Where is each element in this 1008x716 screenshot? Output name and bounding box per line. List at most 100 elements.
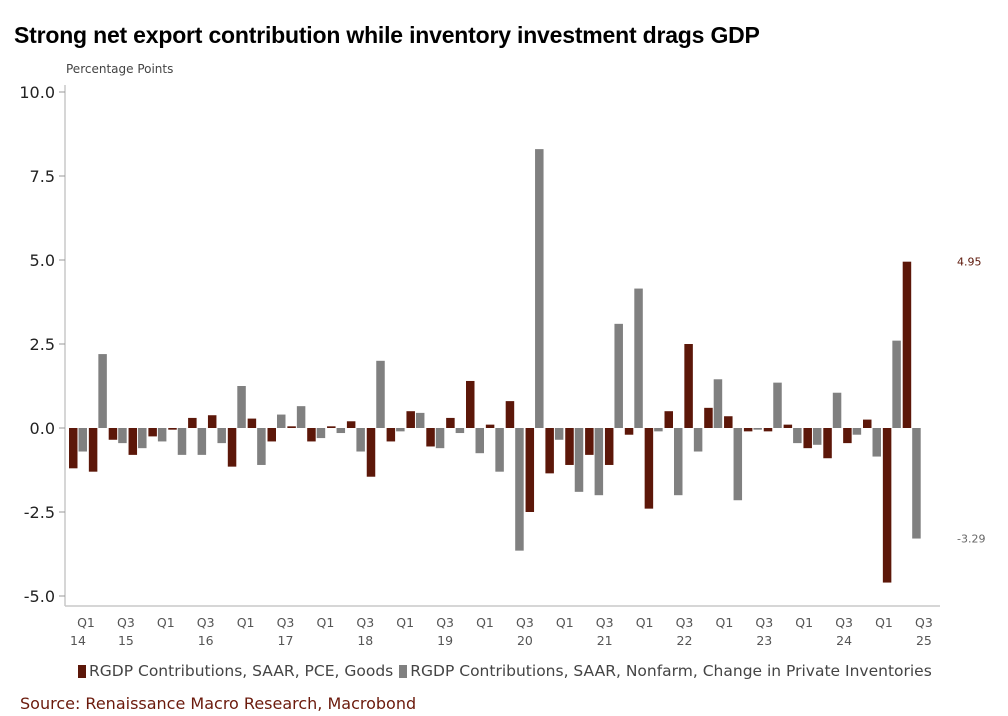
bar-inventories xyxy=(693,428,703,452)
bar-inventories xyxy=(793,428,802,444)
bar-pce-goods xyxy=(108,428,118,440)
bar-inventories xyxy=(753,428,762,430)
bar-pce-goods xyxy=(346,421,356,428)
x-tick-label-year: 22 xyxy=(677,633,693,648)
bar-inventories xyxy=(257,428,266,465)
x-tick-label-quarter: Q1 xyxy=(476,615,494,630)
bar-inventories xyxy=(674,428,683,496)
x-tick-label-quarter: Q1 xyxy=(317,615,335,630)
legend-swatch-inventories xyxy=(399,664,408,678)
bar-inventories xyxy=(138,428,147,449)
bar-inventories xyxy=(574,428,584,492)
bar-inventories xyxy=(554,428,564,440)
x-tick-label-year: 16 xyxy=(198,633,214,648)
last-value-label: 4.95 xyxy=(957,256,982,269)
bar-pce-goods xyxy=(902,261,912,428)
y-tick-label: 2.5 xyxy=(30,335,55,354)
bar-inventories xyxy=(118,428,127,444)
x-tick-label-quarter: Q3 xyxy=(516,615,534,630)
bar-pce-goods xyxy=(545,428,554,474)
bar-inventories xyxy=(78,428,87,452)
bar-pce-goods xyxy=(565,428,574,465)
bar-pce-goods xyxy=(69,428,78,469)
x-tick-label-year: 14 xyxy=(70,633,86,648)
source-note: Source: Renaissance Macro Research, Macr… xyxy=(20,694,417,713)
chart-title: Strong net export contribution while inv… xyxy=(14,22,760,48)
bar-pce-goods xyxy=(644,428,654,509)
bar-pce-goods xyxy=(426,428,435,447)
bar-inventories xyxy=(296,406,306,428)
bar-inventories xyxy=(832,392,842,428)
bar-inventories xyxy=(475,428,484,454)
x-tick-label-year: 23 xyxy=(756,633,772,648)
bar-inventories xyxy=(217,428,226,444)
bar-pce-goods xyxy=(128,428,138,455)
legend: RGDP Contributions, SAAR, PCE, Goods RGD… xyxy=(78,662,932,680)
bar-pce-goods xyxy=(485,424,495,428)
bar-pce-goods xyxy=(525,428,535,512)
x-tick-label-year: 21 xyxy=(597,633,613,648)
bar-pce-goods xyxy=(446,417,455,428)
bar-inventories xyxy=(733,428,743,501)
last-value-label: -3.29 xyxy=(957,533,985,546)
x-tick-label-quarter: Q3 xyxy=(197,615,215,630)
bar-pce-goods xyxy=(148,428,157,437)
bar-pce-goods xyxy=(783,424,793,428)
x-tick-label-quarter: Q3 xyxy=(356,615,374,630)
bar-pce-goods xyxy=(386,428,396,442)
x-tick-label-quarter: Q1 xyxy=(875,615,893,630)
bar-inventories xyxy=(197,428,207,455)
bar-pce-goods xyxy=(704,407,713,428)
bar-inventories xyxy=(277,414,286,428)
bar-pce-goods xyxy=(227,428,237,467)
y-axis-label: Percentage Points xyxy=(66,62,174,76)
bar-inventories xyxy=(614,323,623,428)
bar-inventories xyxy=(912,428,921,539)
bar-inventories xyxy=(396,428,405,432)
x-tick-label-year: 15 xyxy=(118,633,134,648)
bar-pce-goods xyxy=(207,415,217,428)
bar-pce-goods xyxy=(882,428,892,583)
bar-pce-goods xyxy=(724,416,733,428)
bar-pce-goods xyxy=(743,428,753,432)
bar-pce-goods xyxy=(267,428,276,442)
x-tick-label-quarter: Q1 xyxy=(556,615,574,630)
chart-plot: 10.0 7.5 5.0 2.5 0.0 -2.5 -5.0 Q1 14 Q3 15 Q1 Q3 16 Q1… xyxy=(19,83,985,648)
y-tick-label: -5.0 xyxy=(24,587,55,606)
bar-inventories xyxy=(177,428,187,455)
bar-inventories xyxy=(495,428,504,472)
legend-swatch-pce-goods xyxy=(78,664,86,678)
legend-label-inventories: RGDP Contributions, SAAR, Nonfarm, Chang… xyxy=(410,662,932,680)
bar-inventories xyxy=(812,428,822,445)
x-tick-label-year: 24 xyxy=(836,633,852,648)
bar-inventories xyxy=(336,428,346,434)
y-tick-label: -2.5 xyxy=(24,503,55,522)
x-tick-label-quarter: Q1 xyxy=(795,615,813,630)
bar-inventories xyxy=(435,428,445,449)
x-tick-label-quarter: Q1 xyxy=(396,615,414,630)
x-tick-label-quarter: Q1 xyxy=(636,615,654,630)
x-tick-label-quarter: Q1 xyxy=(77,615,95,630)
bar-inventories xyxy=(237,386,246,428)
bar-inventories xyxy=(654,428,663,432)
x-tick-label-quarter: Q3 xyxy=(835,615,853,630)
y-tick-label: 0.0 xyxy=(30,419,55,438)
bar-inventories xyxy=(356,428,365,452)
bar-inventories xyxy=(634,288,643,428)
bar-pce-goods xyxy=(327,426,336,428)
x-tick-label-quarter: Q1 xyxy=(716,615,734,630)
bar-inventories xyxy=(872,428,881,457)
x-tick-label-quarter: Q1 xyxy=(237,615,255,630)
bar-pce-goods xyxy=(366,428,376,477)
x-tick-label-year: 25 xyxy=(916,633,932,648)
bar-inventories xyxy=(455,428,465,434)
y-tick-label: 10.0 xyxy=(19,83,55,102)
bar-pce-goods xyxy=(287,426,296,428)
bar-pce-goods xyxy=(307,428,316,442)
x-tick-label-quarter: Q3 xyxy=(596,615,614,630)
x-tick-label-quarter: Q3 xyxy=(755,615,773,630)
bar-pce-goods xyxy=(863,419,872,428)
x-tick-label-quarter: Q3 xyxy=(277,615,295,630)
bar-pce-goods xyxy=(604,428,614,465)
bar-inventories xyxy=(773,382,782,428)
